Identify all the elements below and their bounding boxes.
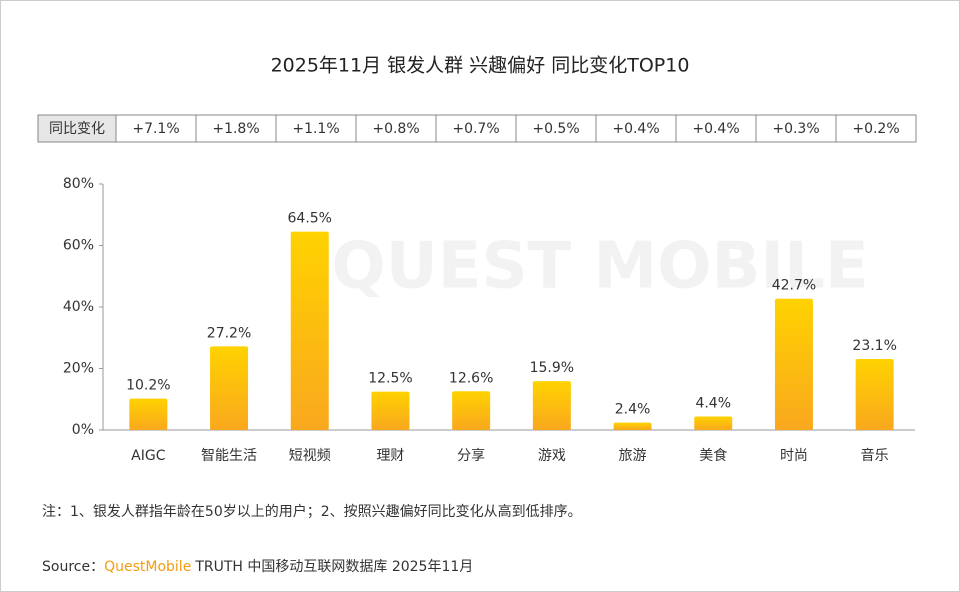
x-tick-label: AIGC bbox=[131, 448, 166, 464]
bar bbox=[210, 346, 249, 430]
y-tick-label: 0% bbox=[72, 422, 94, 438]
table-value: +1.8% bbox=[212, 121, 259, 137]
bar bbox=[129, 398, 168, 430]
y-tick-label: 40% bbox=[63, 299, 94, 315]
value-label: 15.9% bbox=[530, 360, 574, 376]
table-value: +1.1% bbox=[292, 121, 339, 137]
table-header: 同比变化 bbox=[49, 121, 105, 137]
y-tick-label: 60% bbox=[63, 238, 94, 254]
table-cell bbox=[275, 114, 357, 143]
value-label: 12.6% bbox=[449, 370, 493, 386]
bar bbox=[855, 358, 894, 430]
value-label: 27.2% bbox=[207, 325, 251, 341]
table-header-cell bbox=[37, 114, 117, 143]
bar bbox=[371, 391, 410, 430]
value-label: 64.5% bbox=[288, 211, 332, 227]
table-cell bbox=[595, 114, 677, 143]
x-tick-label: 音乐 bbox=[861, 447, 889, 464]
table-value: +0.3% bbox=[772, 121, 819, 137]
table-cell bbox=[755, 114, 837, 143]
table-cell bbox=[115, 114, 197, 143]
x-tick-label: 美食 bbox=[699, 447, 727, 464]
x-tick-label: 时尚 bbox=[780, 448, 808, 464]
table-cell bbox=[435, 114, 517, 143]
x-tick-label: 旅游 bbox=[619, 448, 647, 464]
y-tick-label: 80% bbox=[63, 176, 94, 192]
table-value: +0.4% bbox=[612, 121, 659, 137]
table-cell bbox=[675, 114, 757, 143]
source-brand: QuestMobile bbox=[104, 559, 191, 575]
bar bbox=[774, 298, 813, 430]
table-cell bbox=[355, 114, 437, 143]
bar bbox=[452, 391, 491, 430]
table-value: +7.1% bbox=[132, 121, 179, 137]
x-tick-label: 短视频 bbox=[289, 448, 331, 464]
bar bbox=[532, 381, 571, 430]
table-value: +0.8% bbox=[372, 121, 419, 137]
y-tick-label: 20% bbox=[63, 361, 94, 377]
value-label: 23.1% bbox=[852, 338, 896, 354]
bar bbox=[290, 231, 329, 430]
x-tick-label: 分享 bbox=[457, 447, 485, 464]
value-label: 42.7% bbox=[772, 278, 816, 294]
x-tick-label: 理财 bbox=[376, 448, 404, 464]
table-value: +0.4% bbox=[692, 121, 739, 137]
watermark: QUEST MOBILE bbox=[331, 230, 868, 304]
x-tick-label: 智能生活 bbox=[201, 448, 257, 464]
bar bbox=[613, 422, 652, 430]
note: 注：1、银发人群指年龄在50岁以上的用户；2、按照兴趣偏好同比变化从高到低排序。 bbox=[42, 503, 582, 520]
table-cell bbox=[515, 114, 597, 143]
value-label: 10.2% bbox=[126, 378, 170, 394]
x-tick-label: 游戏 bbox=[538, 448, 566, 464]
source-prefix: Source： bbox=[42, 559, 104, 575]
value-label: 2.4% bbox=[615, 402, 651, 418]
table-cell bbox=[835, 114, 917, 143]
source: Source：QuestMobile TRUTH 中国移动互联网数据库 2025年… bbox=[42, 559, 473, 575]
chart-title: 2025年11月 银发人群 兴趣偏好 同比变化TOP10 bbox=[271, 55, 690, 77]
table-value: +0.2% bbox=[852, 121, 899, 137]
bar bbox=[694, 416, 733, 430]
table-cell bbox=[195, 114, 277, 143]
source-rest: TRUTH 中国移动互联网数据库 2025年11月 bbox=[194, 559, 473, 575]
value-label: 4.4% bbox=[695, 395, 731, 411]
table-value: +0.5% bbox=[532, 121, 579, 137]
table-value: +0.7% bbox=[452, 121, 499, 137]
value-label: 12.5% bbox=[368, 371, 412, 387]
